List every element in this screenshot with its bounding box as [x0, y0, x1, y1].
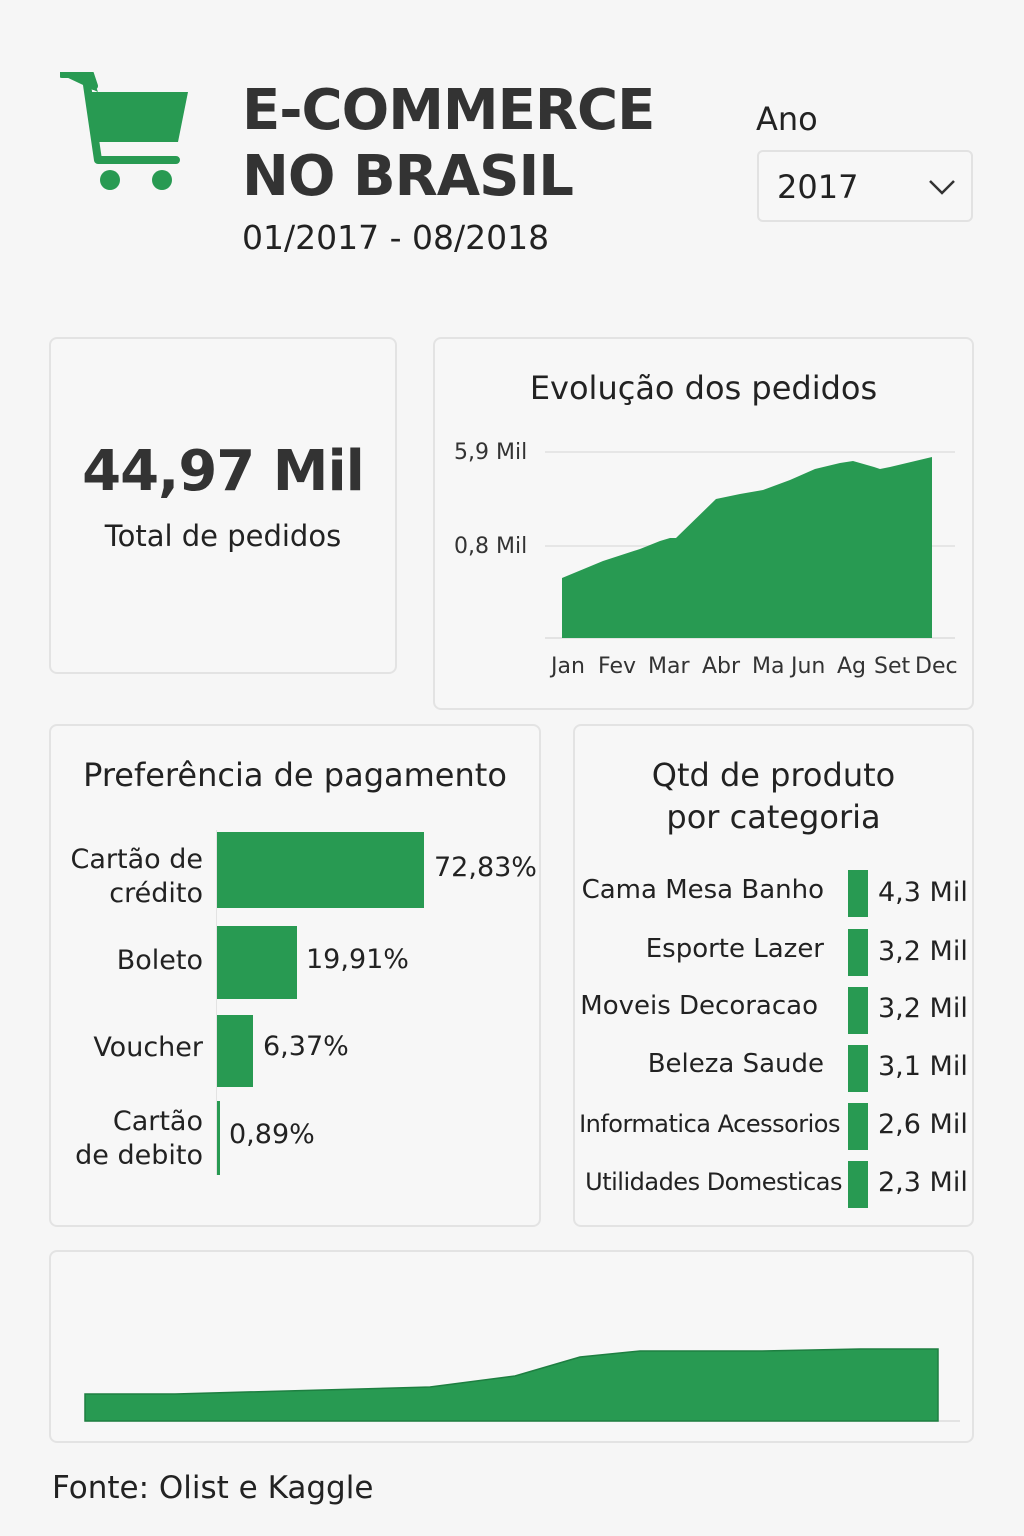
category-bar	[848, 1045, 868, 1092]
category-label: Esporte Lazer	[645, 934, 824, 964]
x-tick: Mar	[648, 654, 690, 679]
year-filter-label: Ano	[756, 100, 818, 138]
category-value: 2,3 Mil	[878, 1167, 968, 1198]
payment-axis-line	[216, 830, 217, 1175]
category-value: 3,2 Mil	[878, 936, 968, 967]
payment-preference-title: Preferência de pagamento	[83, 756, 507, 794]
payment-value: 0,89%	[229, 1119, 315, 1150]
x-tick: Ma	[752, 654, 785, 679]
category-label: Cama Mesa Banho	[581, 875, 824, 905]
payment-label: Cartão de debito	[75, 1106, 203, 1171]
payment-label: Voucher	[93, 1032, 203, 1063]
category-quantity-title: Qtd de produto por categoria	[651, 756, 896, 836]
category-bar	[848, 929, 868, 976]
page-title: E-COMMERCE NO BRASIL	[242, 78, 655, 210]
payment-value: 19,91%	[306, 944, 409, 975]
category-value: 4,3 Mil	[878, 877, 968, 908]
category-label: Utilidades Domesticas	[585, 1168, 842, 1196]
trend-area-chart	[84, 1348, 960, 1422]
y-tick-top: 5,9 Mil	[454, 440, 528, 465]
payment-bar-credit	[217, 832, 424, 908]
payment-value: 72,83%	[434, 852, 537, 883]
kpi-card: 44,97 Mil Total de pedidos	[49, 337, 397, 674]
title-line-2: NO BRASIL	[242, 144, 574, 209]
x-tick: Jan	[551, 654, 585, 679]
category-bar	[848, 987, 868, 1034]
x-tick: Set	[874, 654, 911, 679]
x-tick: Ag	[837, 654, 867, 679]
x-tick: Abr	[702, 654, 741, 679]
category-bar	[848, 1161, 868, 1208]
category-label: Beleza Saude	[647, 1049, 824, 1079]
x-tick: Fev	[598, 654, 637, 679]
x-tick: Jun	[791, 654, 826, 679]
category-label: Informatica Acessorios	[579, 1110, 840, 1138]
category-quantity-card: Qtd de produto por categoria	[573, 724, 974, 1227]
data-source: Fonte: Olist e Kaggle	[52, 1470, 374, 1506]
shopping-cart-icon	[58, 70, 192, 196]
payment-value: 6,37%	[263, 1031, 349, 1062]
category-value: 3,1 Mil	[878, 1051, 968, 1082]
year-select-value: 2017	[777, 168, 859, 206]
orders-area-chart	[545, 451, 955, 639]
payment-bar-boleto	[217, 926, 297, 999]
x-tick: Dec	[915, 654, 958, 679]
category-bar	[848, 1103, 868, 1150]
category-label: Moveis Decoracao	[580, 991, 818, 1021]
year-select[interactable]: 2017	[757, 150, 973, 222]
date-range: 01/2017 - 08/2018	[242, 218, 550, 257]
payment-bar-voucher	[217, 1015, 253, 1087]
category-value: 3,2 Mil	[878, 993, 968, 1024]
category-value: 2,6 Mil	[878, 1109, 968, 1140]
y-tick-mid: 0,8 Mil	[454, 534, 528, 559]
chevron-down-icon	[927, 174, 957, 202]
payment-label: Cartão de crédito	[70, 844, 203, 909]
payment-label: Boleto	[116, 945, 203, 976]
category-bar	[848, 870, 868, 917]
title-line-1: E-COMMERCE	[242, 78, 655, 143]
total-orders-label: Total de pedidos	[104, 519, 342, 553]
orders-evolution-title: Evolução dos pedidos	[529, 369, 878, 407]
total-orders-value: 44,97 Mil	[82, 439, 365, 504]
payment-bar-debit	[217, 1101, 220, 1175]
